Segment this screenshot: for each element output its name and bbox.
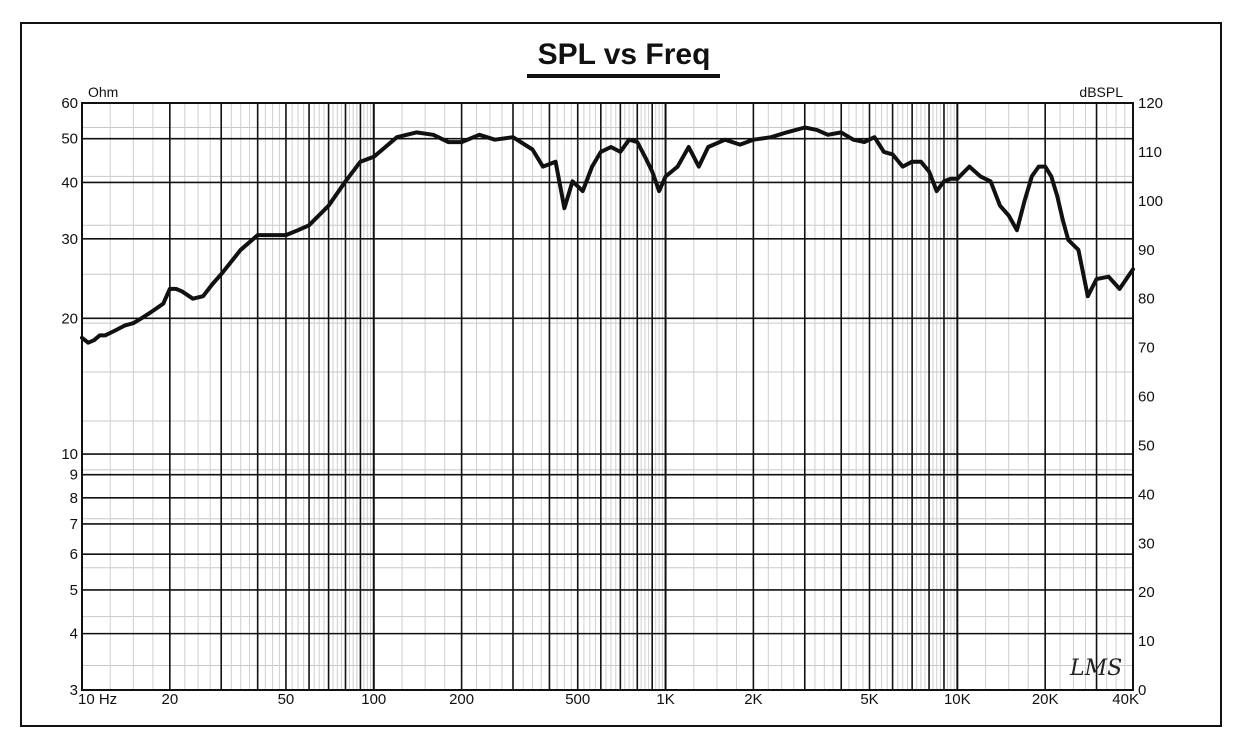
x-tick-label: 500 (565, 691, 590, 708)
x-tick-label: 40K (1112, 691, 1139, 708)
right-tick-label: 90 (1138, 242, 1155, 259)
left-tick-label: 7 (70, 516, 78, 533)
major-gridlines (81, 102, 1134, 691)
right-tick-label: 0 (1138, 682, 1146, 699)
right-tick-label: 80 (1138, 291, 1155, 308)
left-tick-label: 20 (61, 310, 78, 327)
left-tick-label: 8 (70, 490, 78, 507)
left-tick-labels: 3 4 5 6 7 8 9 10 20 30 40 50 60 (61, 95, 78, 699)
x-tick-label: 200 (449, 691, 474, 708)
right-tick-label: 10 (1138, 633, 1155, 650)
right-tick-label: 50 (1138, 437, 1155, 454)
x-tick-label: 2K (744, 691, 762, 708)
right-axis-unit: dBSPL (1079, 84, 1123, 100)
right-tick-label: 60 (1138, 389, 1155, 406)
right-tick-label: 30 (1138, 535, 1155, 552)
x-tick-label: 100 (361, 691, 386, 708)
x-tick-label: 1K (656, 691, 674, 708)
left-tick-label: 60 (61, 95, 78, 112)
chart-border (20, 22, 1222, 727)
left-tick-label: 3 (70, 682, 78, 699)
chart-title: SPL vs Freq (538, 38, 711, 71)
x-tick-labels: 10 Hz 20 50 100 200 500 1K 2K 5K 10K 20K 40K (78, 691, 1139, 708)
x-tick-label: 50 (278, 691, 295, 708)
right-tick-label: 20 (1138, 584, 1155, 601)
left-tick-label: 30 (61, 231, 78, 248)
left-tick-label: 4 (70, 626, 78, 643)
right-tick-labels: 0 10 20 30 40 50 60 70 80 90 100 110 120 (1138, 95, 1163, 699)
x-tick-label: 5K (860, 691, 878, 708)
left-tick-label: 9 (70, 467, 78, 484)
right-tick-label: 110 (1138, 144, 1162, 161)
left-tick-label: 6 (70, 546, 78, 563)
x-tick-label: 10 Hz (78, 691, 117, 708)
spl-response-curve (80, 125, 1135, 345)
right-tick-label: 100 (1138, 193, 1163, 210)
plot-area-border (81, 102, 1134, 691)
left-tick-label: 40 (61, 174, 78, 191)
lms-logo: LMS (1069, 656, 1122, 681)
left-tick-label: 10 (61, 446, 78, 463)
left-tick-label: 50 (61, 131, 78, 148)
x-tick-label: 20K (1032, 691, 1059, 708)
x-tick-label: 20 (161, 691, 178, 708)
right-tick-label: 120 (1138, 95, 1163, 112)
left-axis-unit: Ohm (88, 84, 118, 100)
right-tick-label: 40 (1138, 486, 1155, 503)
left-tick-label: 5 (70, 582, 78, 599)
minor-gridlines (82, 103, 1133, 690)
x-tick-label: 10K (944, 691, 971, 708)
series-layer (80, 125, 1135, 345)
right-tick-label: 70 (1138, 340, 1155, 357)
